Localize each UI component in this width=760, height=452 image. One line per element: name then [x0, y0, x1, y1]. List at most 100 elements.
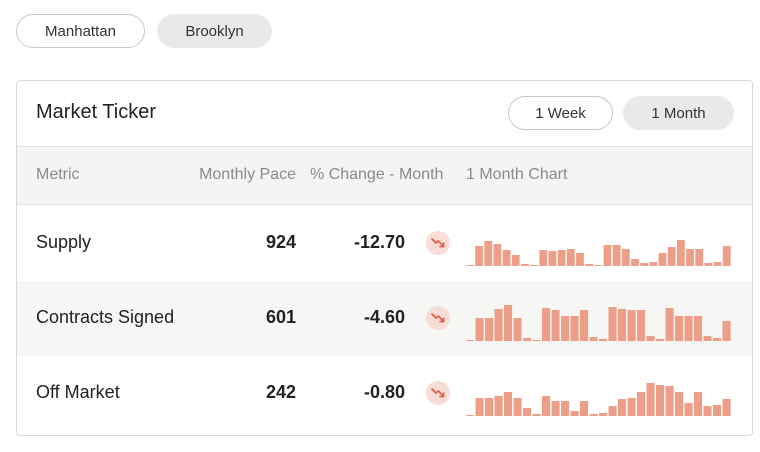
spark-bar — [703, 406, 712, 416]
spark-bar — [608, 307, 617, 341]
spark-bar — [511, 255, 520, 266]
spark-bar — [485, 318, 494, 341]
range-tab-1-week[interactable]: 1 Week — [508, 96, 613, 130]
spark-bar — [521, 264, 529, 266]
spark-bar — [557, 250, 566, 266]
spark-bar — [695, 249, 704, 266]
spark-bar — [570, 316, 579, 341]
spark-bar — [676, 240, 685, 266]
spark-bar — [694, 392, 703, 416]
spark-bar — [603, 245, 612, 266]
spark-bar — [466, 340, 475, 341]
spark-bar — [646, 383, 655, 416]
spark-bar — [532, 340, 541, 341]
spark-bar — [627, 310, 636, 341]
table-row-contracts-signed: Contracts Signed 601 -4.60 — [17, 281, 752, 356]
spark-bar — [504, 392, 513, 416]
spark-bar — [475, 398, 484, 416]
location-tabs: Manhattan Brooklyn — [16, 14, 272, 48]
spark-bar — [502, 250, 511, 266]
sparkline-off-market — [466, 383, 731, 416]
trend-down-icon — [426, 231, 450, 255]
spark-bar — [599, 413, 608, 416]
trend-down-icon — [426, 306, 450, 330]
spark-bar — [665, 386, 674, 416]
spark-bar — [713, 338, 722, 341]
range-tab-1-month[interactable]: 1 Month — [623, 96, 734, 130]
spark-bar — [722, 246, 731, 266]
spark-bar — [484, 241, 493, 266]
spark-bar — [658, 253, 667, 266]
spark-bar — [580, 401, 589, 416]
spark-bar — [523, 408, 532, 416]
spark-bar — [494, 309, 503, 341]
spark-bar — [621, 249, 630, 266]
column-header-monthly-pace: Monthly Pace — [199, 166, 296, 183]
spark-bar — [637, 392, 646, 416]
spark-bar — [694, 316, 703, 341]
spark-bar — [570, 411, 579, 416]
tab-manhattan[interactable]: Manhattan — [16, 14, 145, 48]
spark-bar — [539, 250, 548, 266]
spark-bar — [618, 309, 627, 341]
spark-bar — [542, 396, 551, 416]
metric-label: Contracts Signed — [36, 307, 175, 327]
table-header: Metric Monthly Pace % Change - Month 1 M… — [17, 146, 752, 205]
table-row-off-market: Off Market 242 -0.80 — [17, 356, 752, 431]
spark-bar — [589, 414, 598, 416]
monthly-pace-value: 601 — [265, 307, 296, 327]
spark-bar — [649, 262, 658, 266]
spark-bar — [548, 251, 557, 266]
monthly-pace-value: 924 — [265, 232, 296, 252]
sparkline-supply — [466, 240, 731, 266]
spark-bar — [599, 339, 608, 341]
change-value: -4.60 — [363, 307, 405, 327]
column-header-metric: Metric — [36, 166, 80, 183]
spark-bar — [466, 415, 475, 416]
spark-bar — [704, 263, 713, 266]
spark-bar — [542, 308, 551, 341]
spark-bar — [618, 399, 627, 416]
spark-bar — [485, 398, 494, 416]
spark-bar — [585, 264, 594, 266]
card-title: Market Ticker — [36, 101, 157, 123]
spark-bar — [667, 247, 676, 266]
spark-bar — [631, 259, 639, 266]
spark-bar — [589, 337, 598, 341]
spark-bar — [551, 401, 560, 416]
spark-bar — [561, 401, 570, 416]
spark-bar — [713, 405, 722, 416]
spark-bar — [608, 406, 617, 416]
spark-bar — [566, 249, 575, 266]
spark-bar — [523, 338, 532, 341]
column-header-chart: 1 Month Chart — [466, 166, 568, 183]
spark-bar — [684, 403, 693, 416]
spark-bar — [637, 310, 646, 341]
spark-bar — [530, 265, 538, 266]
spark-bar — [675, 392, 684, 416]
column-header-change: % Change - Month — [310, 166, 444, 183]
spark-bar — [722, 399, 731, 416]
tab-brooklyn[interactable]: Brooklyn — [157, 14, 272, 48]
range-tabs: 1 Week 1 Month — [508, 96, 734, 130]
spark-bar — [576, 253, 584, 266]
spark-bar — [561, 316, 570, 341]
spark-bar — [493, 244, 502, 266]
market-ticker-card: Market Ticker 1 Week 1 Month Metric Mont… — [16, 80, 753, 436]
spark-bar — [513, 318, 522, 341]
spark-bar — [504, 305, 513, 341]
spark-bar — [665, 308, 674, 341]
spark-bar — [612, 245, 621, 266]
spark-bar — [475, 318, 484, 341]
spark-bar — [513, 398, 522, 416]
spark-bar — [580, 310, 589, 341]
spark-bar — [675, 316, 684, 341]
spark-bar — [640, 263, 649, 266]
card-header: Market Ticker 1 Week 1 Month — [17, 81, 752, 146]
spark-bar — [722, 321, 731, 341]
table-row-supply: Supply 924 -12.70 — [17, 206, 752, 281]
spark-bar — [594, 265, 603, 266]
spark-bar — [494, 396, 503, 416]
spark-bar — [551, 310, 560, 341]
spark-bar — [686, 249, 694, 266]
